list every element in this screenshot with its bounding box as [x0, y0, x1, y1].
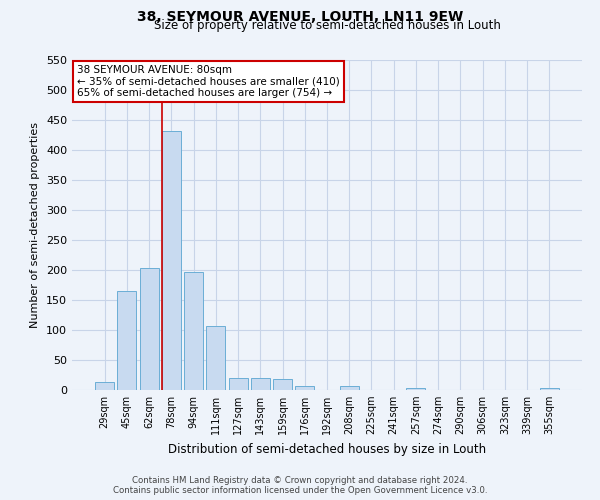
Bar — [295, 386, 314, 390]
Text: 38, SEYMOUR AVENUE, LOUTH, LN11 9EW: 38, SEYMOUR AVENUE, LOUTH, LN11 9EW — [137, 10, 463, 24]
Bar — [229, 378, 248, 390]
Bar — [162, 131, 181, 390]
X-axis label: Distribution of semi-detached houses by size in Louth: Distribution of semi-detached houses by … — [168, 442, 486, 456]
Bar — [406, 388, 425, 390]
Bar — [95, 382, 114, 390]
Bar — [206, 326, 225, 390]
Bar — [118, 291, 136, 390]
Text: Contains HM Land Registry data © Crown copyright and database right 2024.
Contai: Contains HM Land Registry data © Crown c… — [113, 476, 487, 495]
Bar — [184, 272, 203, 390]
Bar — [140, 268, 158, 390]
Bar — [273, 379, 292, 390]
Text: 38 SEYMOUR AVENUE: 80sqm
← 35% of semi-detached houses are smaller (410)
65% of : 38 SEYMOUR AVENUE: 80sqm ← 35% of semi-d… — [77, 65, 340, 98]
Bar — [340, 386, 359, 390]
Title: Size of property relative to semi-detached houses in Louth: Size of property relative to semi-detach… — [154, 20, 500, 32]
Bar — [540, 388, 559, 390]
Bar — [251, 378, 270, 390]
Y-axis label: Number of semi-detached properties: Number of semi-detached properties — [31, 122, 40, 328]
